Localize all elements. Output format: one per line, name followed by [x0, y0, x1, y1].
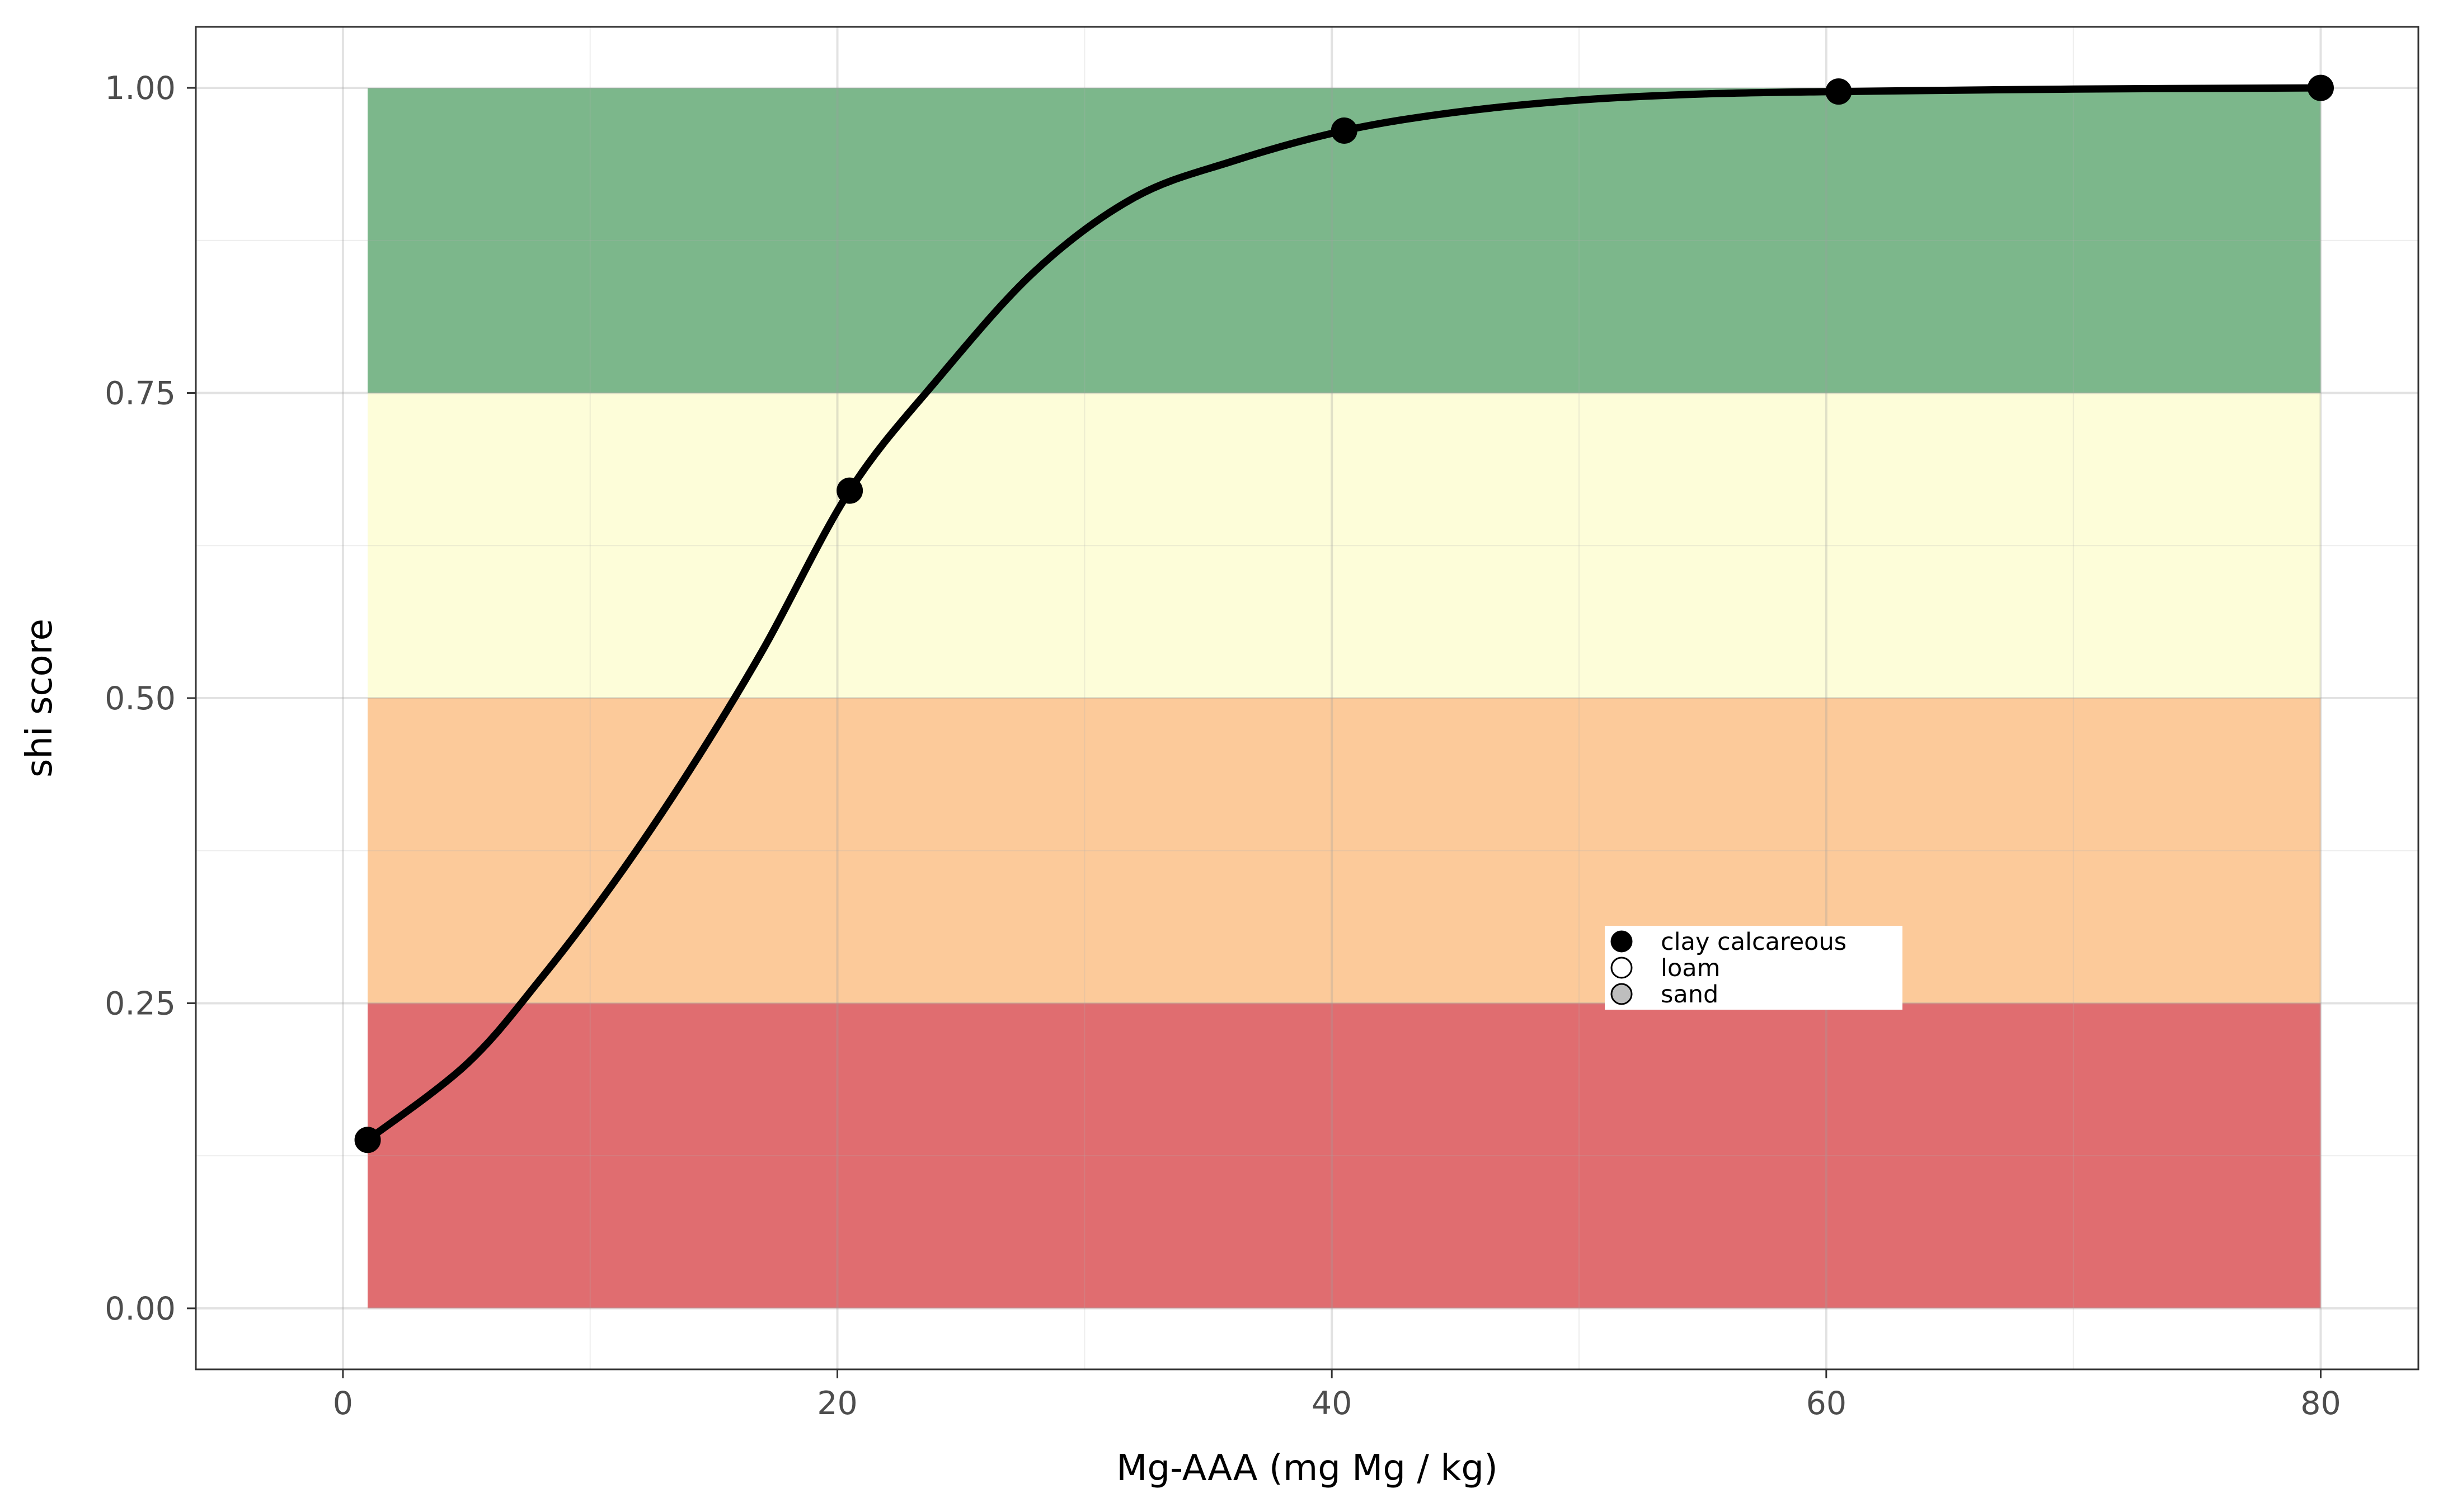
legend-label: loam [1661, 954, 1721, 982]
score-band [368, 393, 2321, 698]
curve-layer [364, 84, 2324, 1144]
y-tick-label: 0.50 [105, 680, 176, 717]
y-axis-title: shi score [19, 619, 60, 778]
x-tick-label: 20 [817, 1385, 858, 1422]
legend-key [1610, 957, 1633, 979]
score-band [368, 1003, 2321, 1308]
x-tick-label: 0 [333, 1385, 353, 1422]
data-point [1331, 117, 1357, 144]
legend-label: clay calcareous [1661, 928, 1846, 956]
score-band [368, 698, 2321, 1004]
data-point [354, 1127, 381, 1153]
y-tick-label: 0.00 [105, 1290, 176, 1327]
y-tick-label: 0.25 [105, 985, 176, 1022]
legend-label: sand [1661, 981, 1718, 1009]
x-axis: 0 20 40 60 80 [333, 1369, 2341, 1422]
y-tick-label: 1.00 [105, 70, 176, 107]
x-axis-title: Mg-AAA (mg Mg / kg) [1116, 1448, 1498, 1489]
data-point [837, 477, 863, 504]
score-curve [364, 84, 2324, 1144]
x-tick-label: 80 [2300, 1385, 2341, 1422]
data-point [1825, 78, 1852, 105]
grid-lines [196, 27, 2418, 1369]
data-point [2307, 74, 2334, 101]
x-tick-label: 40 [1312, 1385, 1352, 1422]
score-bands [368, 88, 2321, 1308]
y-axis: 0.00 0.25 0.50 0.75 1.00 [105, 70, 196, 1327]
x-tick-label: 60 [1806, 1385, 1847, 1422]
y-tick-label: 0.75 [105, 375, 176, 412]
legend-key [1610, 930, 1633, 953]
legend-key [1610, 983, 1633, 1005]
legend-background [1605, 926, 1902, 1010]
points-layer [354, 74, 2334, 1153]
